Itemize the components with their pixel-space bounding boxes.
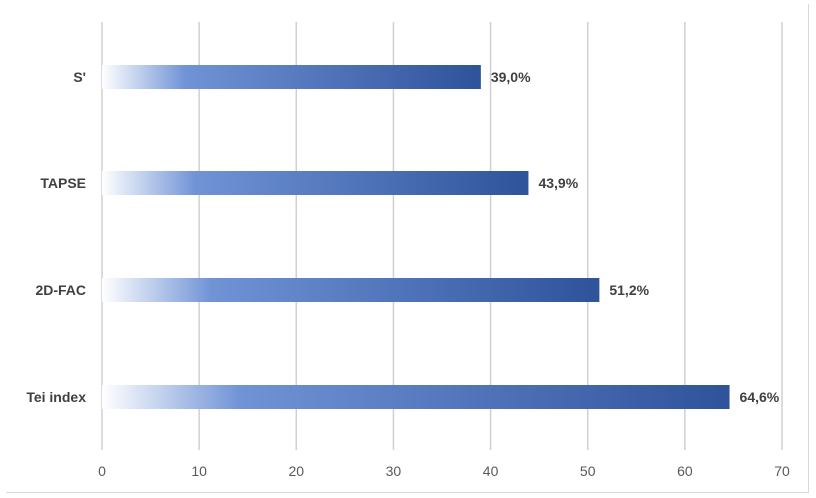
- category-label: S': [73, 69, 86, 85]
- category-label: TAPSE: [40, 175, 86, 191]
- x-tick-label: 10: [191, 463, 207, 479]
- bar: [102, 65, 481, 89]
- x-tick-label: 40: [483, 463, 499, 479]
- category-label: 2D-FAC: [35, 282, 86, 298]
- bar: [102, 171, 529, 195]
- category-label: Tei index: [26, 389, 86, 405]
- x-tick-label: 70: [774, 463, 790, 479]
- data-label: 39,0%: [491, 69, 531, 85]
- x-tick-label: 20: [288, 463, 304, 479]
- x-tick-label: 50: [580, 463, 596, 479]
- data-label: 43,9%: [538, 175, 578, 191]
- x-tick-label: 30: [386, 463, 402, 479]
- bar: [102, 385, 730, 409]
- bar: [102, 278, 600, 302]
- x-tick-label: 60: [677, 463, 693, 479]
- x-tick-label: 0: [98, 463, 106, 479]
- chart-border: [6, 4, 809, 493]
- data-label: 51,2%: [609, 282, 649, 298]
- data-label: 64,6%: [740, 389, 780, 405]
